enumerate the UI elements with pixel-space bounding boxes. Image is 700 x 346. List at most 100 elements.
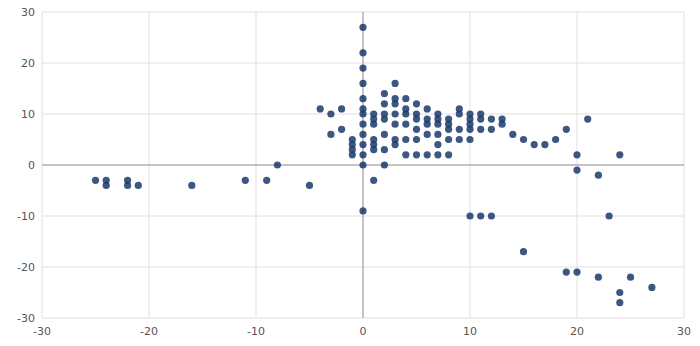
point [520,248,527,255]
point [413,136,420,143]
point [595,274,602,281]
point [413,126,420,133]
x-tick-label: 20 [570,325,584,338]
point [359,121,366,128]
point [488,212,495,219]
point [434,141,441,148]
point [616,289,623,296]
point [370,121,377,128]
point [263,177,270,184]
point [648,284,655,291]
y-tick-label: 30 [21,6,35,19]
point [402,151,409,158]
point [541,141,548,148]
point [616,151,623,158]
point [584,116,591,123]
axes: -30-20-100102030-30-20-100102030 [17,6,691,338]
point [338,126,345,133]
point [616,299,623,306]
point [359,161,366,168]
point [402,121,409,128]
point [552,136,559,143]
point [392,141,399,148]
point [434,151,441,158]
point [359,49,366,56]
y-tick-label: 20 [21,57,35,70]
point [424,131,431,138]
point [327,110,334,117]
y-tick-label: -20 [17,261,35,274]
point [434,131,441,138]
point [381,90,388,97]
point [477,116,484,123]
point [573,151,580,158]
chart: -30-20-100102030-30-20-100102030 [0,0,700,346]
point [456,126,463,133]
point [445,136,452,143]
y-tick-label: -30 [17,312,35,325]
point [306,182,313,189]
point [466,212,473,219]
point [477,126,484,133]
point [413,100,420,107]
point [103,182,110,189]
point [370,146,377,153]
point [466,126,473,133]
point [242,177,249,184]
point [317,105,324,112]
points [92,24,656,307]
point [606,212,613,219]
point [402,95,409,102]
point [359,80,366,87]
point [520,136,527,143]
x-tick-label: 10 [463,325,477,338]
point [92,177,99,184]
point [392,121,399,128]
point [359,95,366,102]
point [381,161,388,168]
point [327,131,334,138]
point [349,151,356,158]
x-tick-label: -20 [140,325,158,338]
point [531,141,538,148]
point [188,182,195,189]
point [595,172,602,179]
point [445,151,452,158]
point [413,151,420,158]
point [359,207,366,214]
point [392,110,399,117]
x-tick-label: 30 [677,325,691,338]
point [338,105,345,112]
point [359,24,366,31]
x-tick-label: -30 [33,325,51,338]
point [402,136,409,143]
point [573,167,580,174]
point [424,105,431,112]
point [370,177,377,184]
point [445,126,452,133]
point [135,182,142,189]
point [381,146,388,153]
grid [42,12,684,318]
point [359,131,366,138]
point [456,110,463,117]
point [563,126,570,133]
x-tick-label: -10 [247,325,265,338]
point [424,151,431,158]
point [499,121,506,128]
point [563,269,570,276]
point [359,141,366,148]
y-tick-label: -10 [17,210,35,223]
point [424,121,431,128]
point [359,65,366,72]
point [124,182,131,189]
y-tick-label: 0 [28,159,35,172]
point [509,131,516,138]
point [456,136,463,143]
point [381,131,388,138]
point [359,151,366,158]
point [413,116,420,123]
y-tick-label: 10 [21,108,35,121]
point [477,212,484,219]
point [488,116,495,123]
